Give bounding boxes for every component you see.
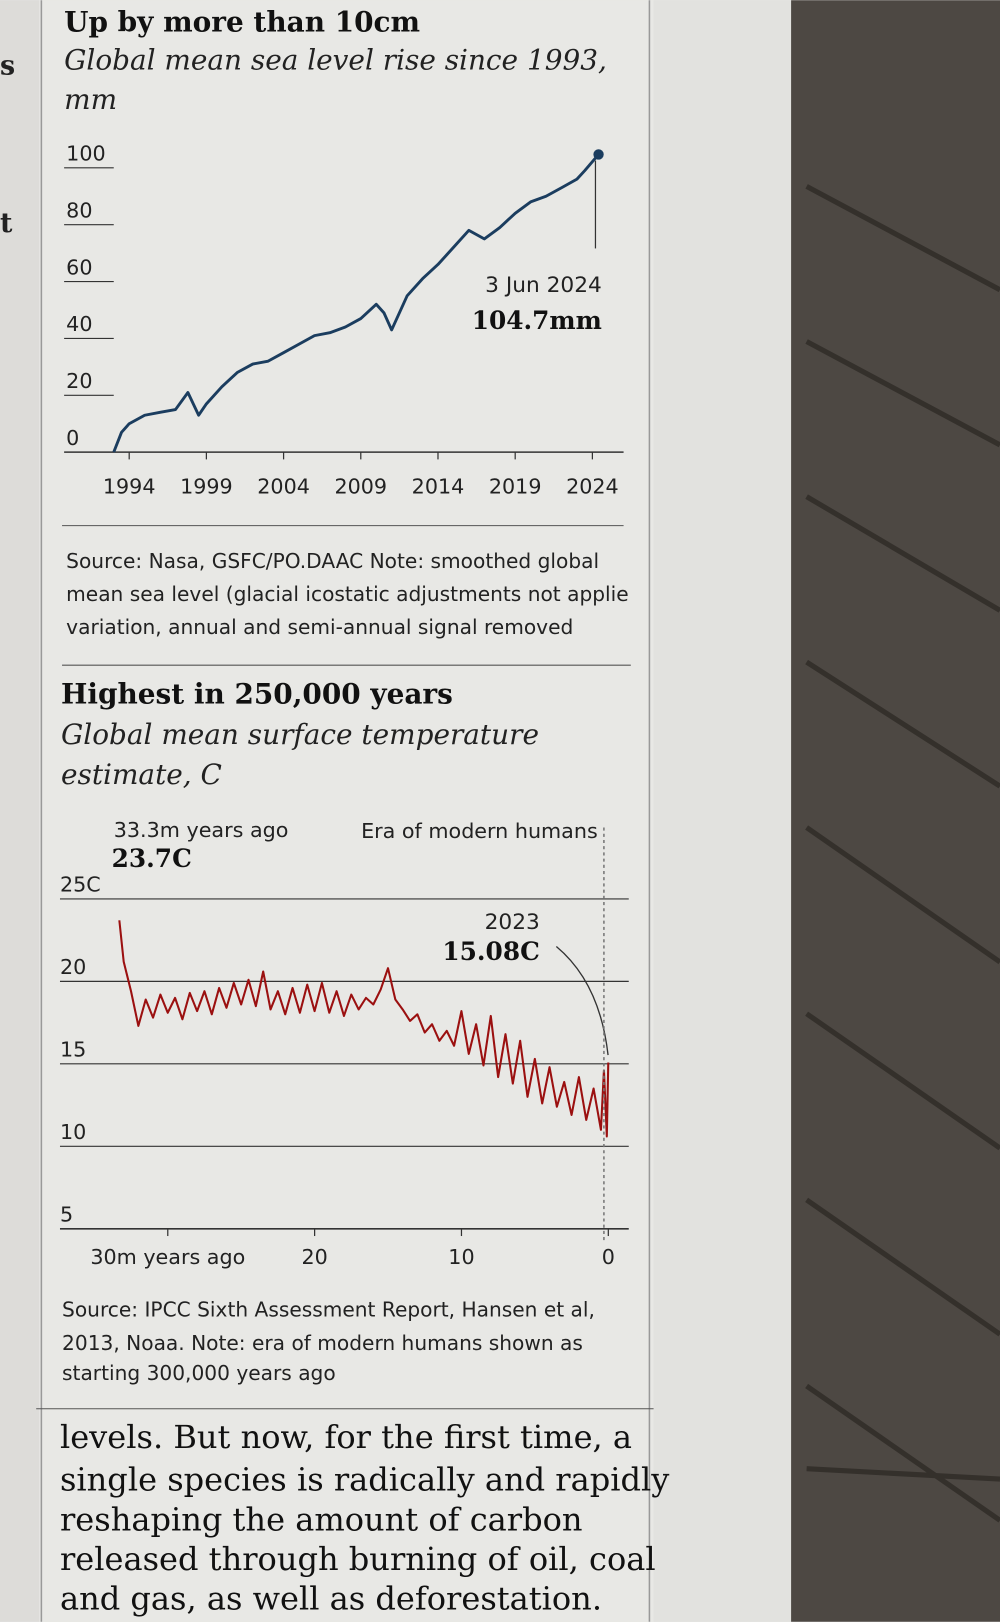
annotation-date: 33.3m years ago: [114, 818, 289, 842]
annotation-value: 23.7C: [112, 844, 192, 873]
source-note: Source: IPCC Sixth Assessment Report, Ha…: [62, 1298, 595, 1322]
data-line: [112, 153, 600, 453]
body-text: levels. But now, for the first time, a: [60, 1418, 632, 1456]
x-tick-label: 1999: [180, 475, 233, 499]
annotation-leader: [555, 945, 609, 1056]
chart-title: Highest in 250,000 years: [61, 677, 453, 710]
x-tick-label: 2014: [412, 475, 465, 499]
annotation-date: 3 Jun 2024: [485, 273, 602, 298]
margin-fragment: t: [0, 208, 13, 239]
y-tick-label: 20: [60, 955, 86, 979]
body-text: reshaping the amount of carbon: [60, 1501, 583, 1539]
x-tick-label: 1994: [103, 475, 156, 499]
y-tick-label: 10: [60, 1120, 86, 1144]
chart-title: Up by more than 10cm: [64, 5, 420, 38]
chart-subtitle: mm: [64, 83, 117, 116]
y-tick-label: 40: [66, 312, 92, 336]
y-tick-label: 20: [66, 369, 92, 393]
x-tick-label: 30m years ago: [90, 1245, 245, 1269]
y-tick-label: 5: [60, 1203, 73, 1227]
x-tick-label: 2009: [334, 475, 387, 499]
source-note: starting 300,000 years ago: [62, 1361, 336, 1385]
x-tick-label: 2024: [566, 475, 619, 499]
chart-subtitle: Global mean sea level rise since 1993,: [64, 44, 607, 77]
y-tick-label: 0: [66, 426, 79, 450]
source-note: variation, annual and semi-annual signal…: [66, 615, 573, 639]
y-tick-label: 100: [66, 142, 105, 166]
source-note: Source: Nasa, GSFC/PO.DAAC Note: smoothe…: [66, 549, 599, 573]
x-tick-label: 2004: [257, 475, 310, 499]
annotation-value: 15.08C: [442, 937, 539, 966]
chart-subtitle: Global mean surface temperature: [61, 718, 539, 751]
right-margin: [653, 0, 794, 1622]
y-tick-label: 60: [66, 255, 92, 279]
body-text: and gas, as well as deforestation.: [60, 1579, 602, 1617]
margin-fragment: s: [0, 51, 15, 82]
x-tick-label: 2019: [489, 475, 542, 499]
x-tick-label: 0: [602, 1245, 615, 1269]
x-tick-label: 20: [301, 1245, 327, 1269]
source-note: 2013, Noaa. Note: era of modern humans s…: [62, 1331, 583, 1355]
data-line: [118, 920, 610, 1138]
annotation-value: 104.7mm: [472, 306, 602, 335]
wood-grain: [805, 184, 1000, 1523]
source-note: mean sea level (glacial icostatic adjust…: [66, 582, 629, 606]
y-tick-label: 25C: [60, 873, 101, 897]
body-text: single species is radically and rapidly: [60, 1460, 670, 1498]
annotation-date: 2023: [485, 910, 540, 935]
x-tick-label: 10: [448, 1245, 474, 1269]
wood-background: [791, 0, 1000, 1622]
chart-subtitle: estimate, C: [61, 758, 222, 791]
left-column: [0, 0, 40, 1622]
y-tick-label: 15: [60, 1038, 86, 1062]
end-point: [593, 149, 604, 160]
y-tick-label: 80: [66, 198, 92, 222]
body-text: released through burning of oil, coal: [60, 1540, 656, 1578]
annotation-era: Era of modern humans: [361, 819, 598, 843]
